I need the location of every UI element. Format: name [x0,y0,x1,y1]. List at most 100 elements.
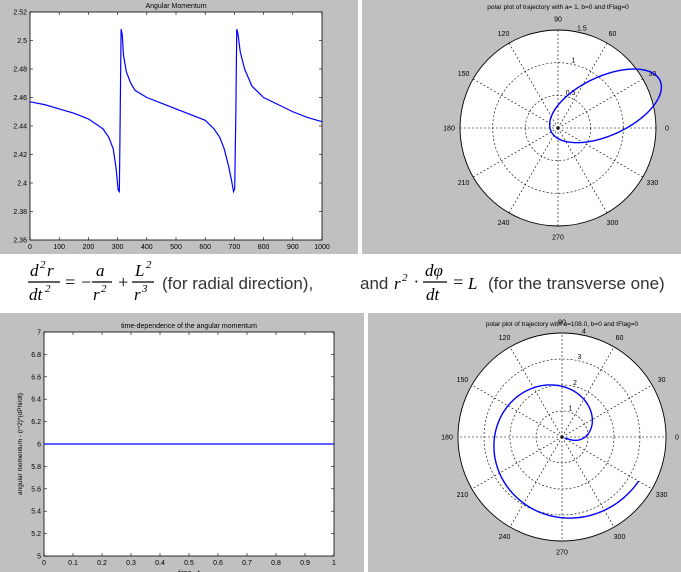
svg-text:=: = [452,272,464,292]
series-line [29,28,323,194]
x-tick-label: 900 [287,244,299,251]
x-tick-label: 0.1 [68,560,78,567]
y-tick-label: 6.2 [31,419,41,426]
equation-line: d 2 r dt 2 = − a r 2 + L 2 r 3 (for radi… [28,259,665,304]
svg-text:d: d [30,261,39,280]
polar-grid-spoke [471,436,563,490]
y-tick-label: 5.4 [31,509,41,516]
x-tick-label: 700 [229,244,241,251]
plot-area [29,11,323,241]
y-axis-label: angular momentum - (r^2)*(dPhi/dt) [17,393,24,495]
svg-text:L: L [134,261,144,280]
svg-text:r: r [47,261,54,280]
polar-grid-spoke [561,436,615,528]
svg-text:+: + [117,272,129,292]
angle-label: 210 [457,492,469,499]
transverse-equation: r 2 · dφ dt = L [394,261,477,304]
angle-label: 90 [554,17,562,24]
angle-label: 210 [458,180,470,187]
svg-text:dt: dt [426,285,441,304]
angle-label: 330 [656,492,668,499]
svg-text:L: L [467,274,477,293]
svg-text:r: r [394,274,401,293]
x-tick-label: 600 [199,244,211,251]
y-tick-label: 6 [37,442,41,449]
r-tick-label: 3 [578,354,582,361]
y-tick-label: 6.8 [31,352,41,359]
polar-grid-spoke [508,42,559,129]
x-tick-label: 0 [42,560,46,567]
x-tick-label: 400 [141,244,153,251]
polar-plot-2-chart: polar plot of trajectory with a=108.0, b… [441,320,679,557]
polar-plot-2-panel: polar plot of trajectory with a=108.0, b… [368,313,681,572]
y-tick-label: 2.44 [13,124,27,131]
y-tick-label: 5.2 [31,531,41,538]
x-tick-label: 0.5 [184,560,194,567]
angle-label: 60 [616,335,624,342]
angle-label: 270 [556,550,568,557]
svg-text:·: · [414,272,418,291]
y-tick-label: 7 [37,330,41,337]
angle-label: 90 [558,320,566,327]
angle-label: 0 [665,126,669,133]
y-tick-label: 2.42 [13,152,27,159]
chart-title: polar plot of trajectory with a= 1, b=0 … [487,4,629,11]
x-tick-label: 800 [258,244,270,251]
x-tick-label: 200 [83,244,95,251]
x-tick-label: 0.2 [97,560,107,567]
radial-equation: d 2 r dt 2 = − a r 2 + L 2 r 3 [28,259,154,304]
angular-momentum-panel: Angular Momentum 0 100 200 300 400 500 600 700 80… [0,0,358,254]
and-label: and [360,274,388,293]
r-tick-label: 4 [582,329,586,336]
polar-grid-spoke [561,384,653,438]
polar-grid-spoke [509,346,563,438]
y-tick-label: 6.4 [31,397,41,404]
angle-label: 240 [499,534,511,541]
y-tick-label: 2.4 [17,181,27,188]
x-tick-label: 0.9 [300,560,310,567]
svg-text:r: r [134,285,141,304]
trajectory-line [548,68,663,144]
svg-text:dφ: dφ [425,261,443,280]
x-tick-label: 0.3 [126,560,136,567]
angle-label: 180 [443,126,455,133]
angle-label: 330 [647,180,659,187]
x-tick-label: 0 [28,244,32,251]
polar-plot-1-panel: polar plot of trajectory with a= 1, b=0 … [362,0,681,254]
y-tick-label: 2.48 [13,67,27,74]
chart-title: polar plot of trajectory with a=108.0, b… [486,321,639,328]
svg-text:=: = [64,272,76,292]
polar-grid-spoke [508,127,559,214]
svg-text:2: 2 [402,272,408,284]
x-tick-label: 0.7 [242,560,252,567]
svg-text:2: 2 [101,283,107,295]
y-tick-label: 5.8 [31,464,41,471]
angle-label: 30 [648,71,656,78]
radial-direction-label: (for radial direction), [162,274,313,293]
polar-grid-spoke [509,436,563,528]
y-tick-label: 2.38 [13,209,27,216]
polar-grid-spoke [561,346,615,438]
angle-label: 120 [499,335,511,342]
svg-text:a: a [96,261,105,280]
r-tick-label: 1 [569,405,573,412]
x-tick-label: 500 [170,244,182,251]
time-dependence-chart: time-dependence of the angular momentum 0… [17,323,336,572]
chart-title: time-dependence of the angular momentum [121,323,257,330]
angle-label: 240 [498,220,510,227]
y-tick-label: 5.6 [31,486,41,493]
svg-text:2: 2 [146,259,152,271]
angle-label: 60 [609,31,617,38]
angle-label: 150 [458,71,470,78]
angle-label: 300 [614,534,626,541]
y-tick-label: 6.6 [31,374,41,381]
y-tick-label: 2.52 [13,10,27,17]
y-tick-label: 5 [37,554,41,561]
polar-plot-1-chart: polar plot of trajectory with a= 1, b=0 … [443,4,669,242]
angle-label: 150 [457,377,469,384]
x-tick-label: 300 [112,244,124,251]
x-axis-label: time - t [178,570,199,572]
svg-text:r: r [93,285,100,304]
time-dependence-panel: time-dependence of the angular momentum 0… [0,313,364,572]
angle-label: 120 [498,31,510,38]
